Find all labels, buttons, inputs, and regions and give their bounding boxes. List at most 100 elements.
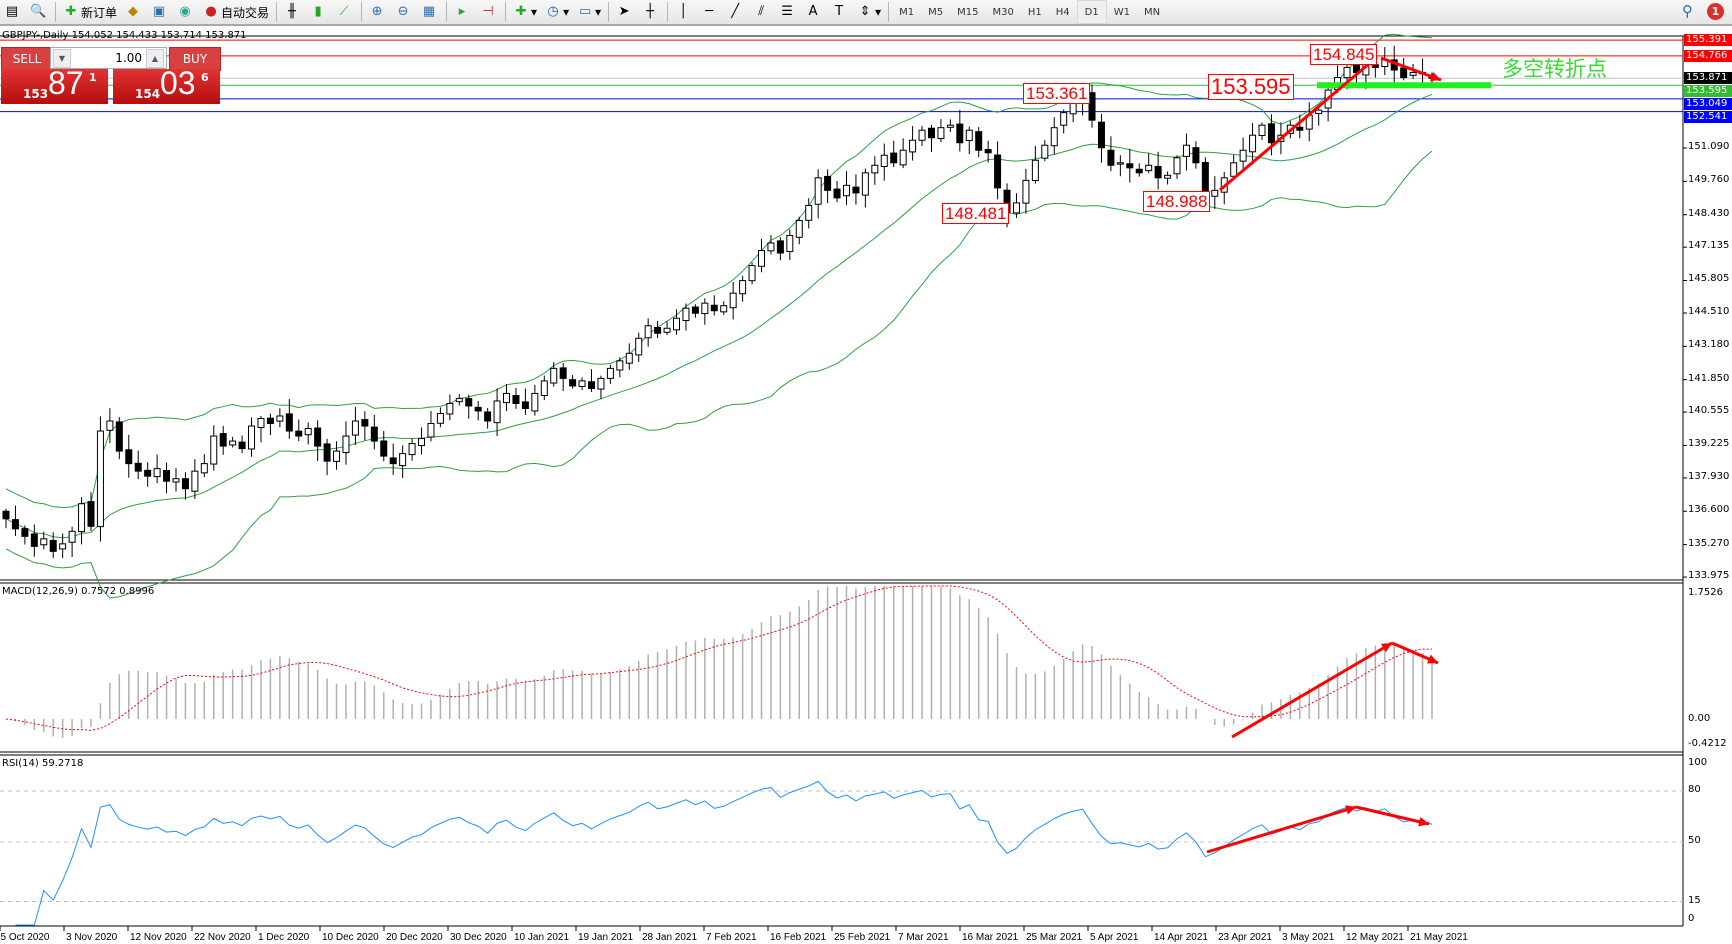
bullish-candle (682, 307, 690, 322)
bearish-candle (49, 539, 57, 552)
indicators-button[interactable]: ✚ ▾ (509, 1, 541, 23)
zoom-out-button[interactable]: ⊖ (391, 1, 417, 23)
chart-shift-button[interactable]: ⊣ (476, 1, 502, 23)
crosshair-button[interactable]: ┼ (638, 1, 664, 23)
buy-price[interactable]: 154 03 6 (113, 65, 220, 104)
timeframe-m15[interactable]: M15 (957, 6, 979, 18)
rsi-tick-label: 0 (1688, 913, 1695, 924)
lot-value: 1.00 (115, 51, 142, 65)
bullish-candle (399, 453, 407, 467)
macd-tick-label: 0.00 (1688, 713, 1711, 724)
timeframe-m1[interactable]: M1 (899, 6, 915, 18)
signals-button[interactable]: ◉ (173, 1, 199, 23)
text-label-button[interactable]: T (827, 1, 853, 23)
macd-title: MACD(12,26,9) 0.7572 0.8996 (2, 586, 155, 597)
bullish-candle (106, 420, 114, 431)
reversal-point-annotation[interactable]: 多空转折点 (1502, 57, 1607, 81)
bullish-candle (229, 440, 237, 446)
sell-button[interactable]: SELL (1, 47, 53, 71)
timeframe-d1[interactable]: D1 (1076, 0, 1107, 24)
channel-button[interactable]: ⫽ (749, 1, 775, 23)
timeframe-h1[interactable]: H1 (1027, 6, 1042, 18)
lot-size-input[interactable]: ▼ 1.00 ▲ (50, 47, 167, 69)
timeframe-m30[interactable]: M30 (992, 6, 1014, 18)
horizontal-line-button[interactable]: ─ (697, 1, 723, 23)
rsi-uptrend-arrow-head (1345, 805, 1356, 815)
lot-increase-button[interactable]: ▲ (146, 49, 164, 68)
tile-windows-button[interactable]: ▦ (417, 1, 443, 23)
bullish-candle (210, 435, 218, 465)
bullish-candle (880, 154, 888, 167)
new-chart-button[interactable]: ▤ (0, 1, 26, 23)
bearish-candle (125, 449, 133, 465)
price-label-153361[interactable]: 153.361 (1023, 83, 1091, 104)
channel-icon: ⫽ (758, 4, 765, 19)
toolbar-separator (608, 2, 610, 22)
timeframe-mn[interactable]: MN (1143, 6, 1161, 18)
date-tick-label: 21 May 2021 (1410, 932, 1468, 943)
date-tick-label: 7 Mar 2021 (898, 932, 949, 943)
metaeditor-button[interactable]: ◆ (121, 1, 147, 23)
chart-shift-icon: ⊣ (482, 4, 494, 19)
price-label-154845[interactable]: 154.845 (1310, 44, 1378, 65)
rsi-tick-label: 15 (1688, 894, 1701, 906)
bullish-candle (531, 392, 539, 412)
bearish-candle (323, 443, 331, 462)
line-chart-button[interactable]: ⟋ (332, 1, 358, 23)
date-tick-label: 14 Apr 2021 (1154, 932, 1208, 943)
bullish-candle (748, 265, 756, 282)
arrows-button[interactable]: ⇕ ▾ (853, 1, 885, 23)
sell-price[interactable]: 153 87 1 (1, 65, 108, 104)
bearish-candle (163, 469, 171, 482)
price-tick-label: 139.225 (1688, 438, 1730, 450)
timeframe-w1[interactable]: W1 (1113, 6, 1130, 18)
date-tick-label: 22 Nov 2020 (194, 932, 251, 943)
date-tick-label: 1 Dec 2020 (258, 932, 310, 943)
lot-decrease-button[interactable]: ▼ (53, 49, 71, 68)
bullish-candle (78, 503, 86, 533)
macd-tick-label: -0.4212 (1688, 738, 1727, 749)
bullish-candle (1239, 149, 1247, 162)
bullish-candle (861, 172, 869, 196)
bullish-candle (276, 415, 284, 422)
tile-windows-icon: ▦ (422, 4, 436, 19)
metaeditor-icon: ◆ (128, 4, 139, 19)
trendline-button[interactable]: ╱ (723, 1, 749, 23)
bearish-candle (1296, 126, 1304, 131)
bar-chart-button[interactable]: ╫ (280, 1, 306, 23)
bullish-candle (1409, 72, 1417, 76)
bullish-candle (918, 129, 926, 141)
zoom-in-button[interactable]: ⊕ (365, 1, 391, 23)
candlestick-button[interactable]: ▮ (306, 1, 332, 23)
search-icon[interactable]: ⚲ (1682, 2, 1693, 20)
profiles-button[interactable]: 🔍 (26, 1, 52, 23)
new-order-button[interactable]: ✚ 新订单 (59, 1, 121, 23)
market-watch-button[interactable]: ▣ (147, 1, 173, 23)
vertical-line-button[interactable]: │ (671, 1, 697, 23)
price-label-148481[interactable]: 148.481 (942, 203, 1010, 224)
bullish-candle (1258, 124, 1266, 137)
bullish-candle (1145, 164, 1153, 172)
autoscroll-button[interactable]: ▸ (450, 1, 476, 23)
bullish-candle (1164, 174, 1172, 179)
fibonacci-button[interactable]: ☰ (775, 1, 801, 23)
date-tick-label: 3 Nov 2020 (66, 932, 118, 943)
timeframe-m5[interactable]: M5 (928, 6, 944, 18)
bearish-candle (994, 154, 1002, 189)
text-label-icon: T (835, 4, 844, 19)
templates-button[interactable]: ▭ ▾ (578, 4, 602, 19)
buy-price-main: 03 (160, 65, 196, 101)
cursor-button[interactable]: ➤ (612, 1, 638, 23)
periods-button[interactable]: ◷ ▾ (541, 1, 573, 23)
bearish-candle (512, 395, 520, 404)
auto-trading-button[interactable]: ● 自动交易 (199, 1, 273, 23)
rsi-uptrend-arrow (1206, 805, 1357, 854)
notifications-button[interactable]: 1 (1707, 2, 1724, 20)
price-label-153595[interactable]: 153.595 (1208, 74, 1294, 100)
text-button[interactable]: A (801, 1, 827, 23)
hline-price-label: 153.049 (1684, 98, 1732, 111)
line-chart-icon: ⟋ (339, 4, 349, 19)
timeframe-h4[interactable]: H4 (1055, 6, 1070, 18)
price-label-148988[interactable]: 148.988 (1143, 191, 1211, 212)
